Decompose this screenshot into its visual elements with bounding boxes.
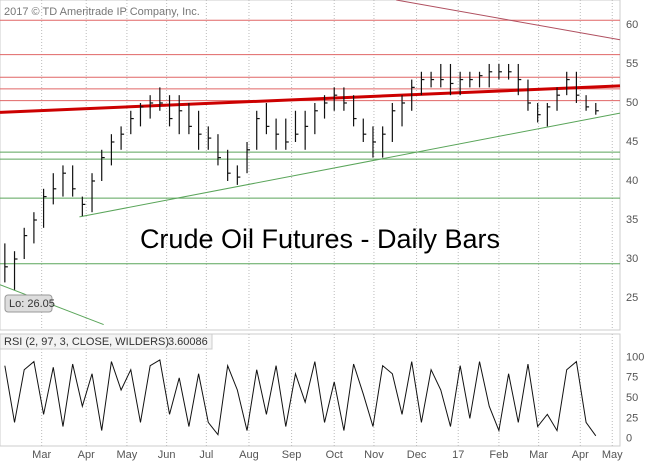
x-tick-label: May: [602, 449, 623, 461]
rsi-header: [0, 333, 213, 350]
y-tick-label: 55: [626, 58, 638, 70]
y-tick-label: 40: [626, 175, 638, 187]
chart-title: Crude Oil Futures - Daily Bars: [140, 224, 500, 254]
y-tick-label: 35: [626, 214, 638, 226]
x-tick-label: Jun: [158, 449, 176, 461]
y-tick-label: 45: [626, 136, 638, 148]
y-tick-label: 100: [626, 351, 644, 363]
y-tick-label: 0: [626, 433, 632, 445]
y-tick-label: 50: [626, 392, 638, 404]
y-tick-label: 25: [626, 412, 638, 424]
x-tick-label: Dec: [407, 449, 427, 461]
x-tick-label: May: [117, 449, 138, 461]
trend-line: [0, 84, 621, 114]
x-tick-label: Apr: [572, 449, 589, 461]
x-tick-label: Mar: [32, 449, 51, 461]
y-tick-label: 50: [626, 97, 638, 109]
low-label: Lo: 26.05: [9, 298, 55, 310]
x-tick-label: Aug: [239, 449, 259, 461]
x-tick-label: Nov: [364, 449, 384, 461]
low-label-box: [4, 294, 53, 313]
rsi-title: RSI (2, 97, 3, CLOSE, WILDERS): [4, 336, 169, 348]
rsi-readout: 3.60086: [168, 336, 208, 348]
x-tick-label: Oct: [326, 449, 343, 461]
x-tick-label: Sep: [282, 449, 302, 461]
y-tick-label: 30: [626, 253, 638, 265]
rsi-line: [4, 359, 597, 437]
x-tick-label: 17: [452, 449, 464, 461]
x-tick-label: Apr: [78, 449, 95, 461]
y-tick-label: 25: [626, 292, 638, 304]
price-panel: [0, 0, 621, 331]
y-tick-label: 75: [626, 372, 638, 384]
x-tick-label: Mar: [529, 449, 548, 461]
copyright: 2017 © TD Ameritrade IP Company, Inc.: [4, 6, 200, 18]
rsi-panel: [0, 333, 621, 447]
y-tick-label: 60: [626, 19, 638, 31]
trend-line: [396, 0, 621, 41]
x-tick-label: Feb: [489, 449, 508, 461]
x-tick-label: Jul: [199, 449, 213, 461]
trend-line: [79, 112, 621, 218]
